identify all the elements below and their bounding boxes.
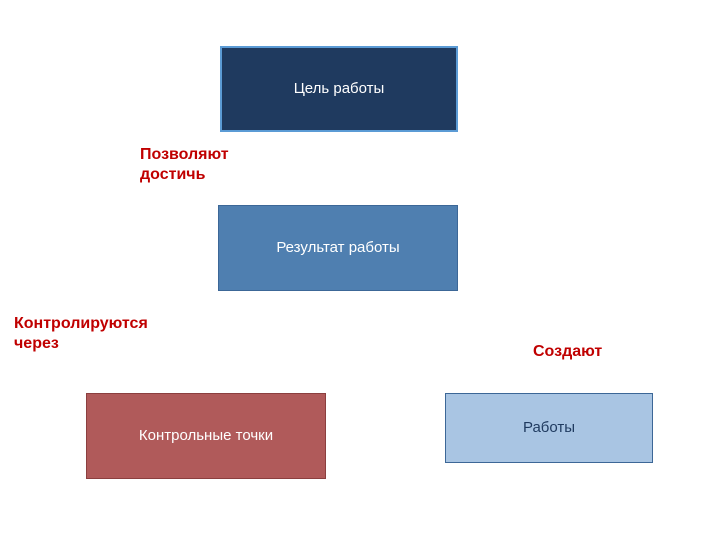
edge-label-controlled-via: Контролируются через xyxy=(14,314,174,354)
node-checkpoints: Контрольные точки xyxy=(86,393,326,479)
edge-label-create: Создают xyxy=(533,342,653,362)
node-goal: Цель работы xyxy=(220,46,458,132)
node-result: Результат работы xyxy=(218,205,458,291)
node-works: Работы xyxy=(445,393,653,463)
edge-label-allow-reach: Позволяют достичь xyxy=(140,145,280,185)
